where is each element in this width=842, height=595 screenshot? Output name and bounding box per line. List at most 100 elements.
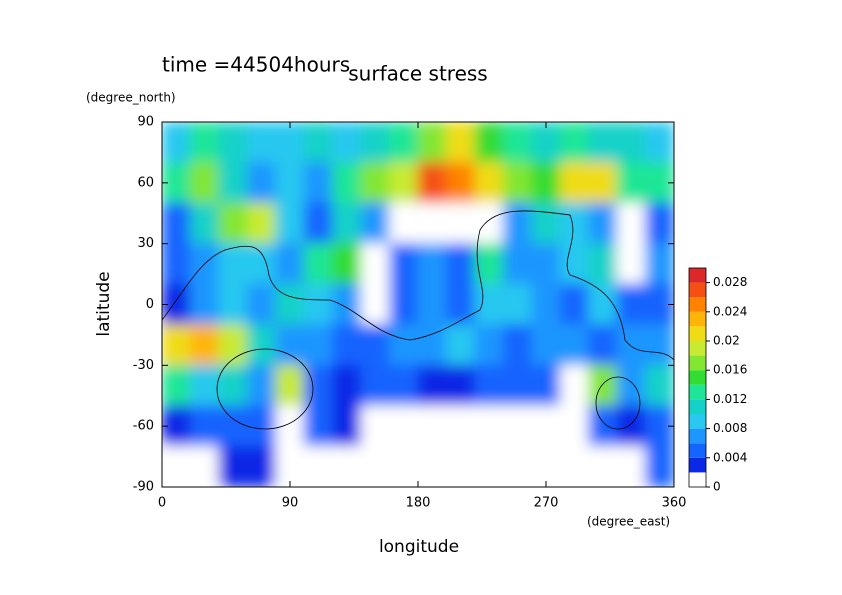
field-cell [275, 405, 305, 447]
colorbar-cell [689, 355, 706, 371]
field-cell [417, 202, 447, 245]
x-axis-label: longitude [379, 537, 459, 557]
field-cell [246, 122, 277, 164]
field-cell [332, 364, 362, 407]
field-cell [474, 243, 504, 285]
field-cell [303, 405, 334, 447]
field-cell [502, 283, 533, 326]
field-cell [474, 162, 504, 204]
field-cell [389, 162, 419, 204]
field-cell [445, 445, 476, 487]
colorbar-tick-label: 0.008 [713, 421, 747, 435]
field-cell [616, 122, 647, 164]
field-cell [162, 202, 191, 245]
colorbar-cell [689, 384, 706, 400]
field-cell [645, 202, 674, 245]
coastline [595, 376, 641, 430]
field-cell [588, 445, 618, 487]
field-cell [303, 324, 334, 366]
field-cell [531, 283, 561, 326]
y-axis-label: latitude [94, 271, 114, 336]
field-cell [360, 243, 391, 285]
field-cell [559, 202, 590, 245]
field-cell [502, 364, 533, 407]
y-tick-label: -60 [133, 419, 154, 434]
field-cell [588, 283, 618, 326]
field-cell [218, 445, 248, 487]
colorbar-tick-label: 0 [713, 480, 721, 494]
field-cell [189, 324, 220, 366]
y-tick-label: 90 [137, 115, 154, 130]
field-cell [474, 364, 504, 407]
field-cell [645, 324, 674, 366]
coastline [216, 348, 314, 430]
field-cell [360, 202, 391, 245]
colorbar-cell [689, 414, 706, 429]
colorbar-tick-label: 0.016 [713, 363, 747, 377]
colorbar-cell [689, 457, 706, 473]
field-cell [417, 243, 447, 285]
field-cell [218, 202, 248, 245]
field-cell [218, 405, 248, 447]
colorbar-cell [689, 472, 706, 487]
field-cell [531, 122, 561, 164]
x-tick-label: 0 [158, 496, 166, 511]
field-cell [332, 324, 362, 366]
field-cell [588, 122, 618, 164]
field-cell [474, 122, 504, 164]
x-tick-label: 90 [282, 496, 299, 511]
field-cell [445, 202, 476, 245]
colorbar-tick-label: 0.012 [713, 392, 747, 406]
field-cell [162, 243, 191, 285]
field-cell [645, 364, 674, 407]
field-cell [189, 405, 220, 447]
colorbar-cell [689, 282, 706, 298]
field-cell [275, 202, 305, 245]
field-cell [502, 122, 533, 164]
colorbar-tick-label: 0.004 [713, 450, 747, 464]
x-tick-label: 360 [662, 496, 687, 511]
field-cell [218, 243, 248, 285]
field-cell [474, 405, 504, 447]
field-cell [417, 445, 447, 487]
field-cell [616, 162, 647, 204]
field-cell [332, 405, 362, 447]
field-area [162, 122, 674, 487]
colorbar-cell [689, 311, 706, 327]
field-cell [445, 405, 476, 447]
field-cell [218, 283, 248, 326]
colorbar-cell [689, 326, 706, 341]
y-tick-label: -30 [133, 358, 154, 373]
field-cell [303, 243, 334, 285]
x-tick-label: 270 [534, 496, 559, 511]
field-cell [246, 202, 277, 245]
field-cell [218, 364, 248, 407]
field-cell [360, 445, 391, 487]
colorbar-cell [689, 268, 706, 283]
field-cell [445, 283, 476, 326]
field-cell [502, 243, 533, 285]
y-tick-label: 60 [137, 175, 154, 190]
field-cell [275, 162, 305, 204]
field-cell [531, 324, 561, 366]
field-cell [559, 324, 590, 366]
field-cell [616, 405, 647, 447]
field-cell [332, 122, 362, 164]
field-cell [332, 202, 362, 245]
field-cell [360, 324, 391, 366]
field-cell [616, 364, 647, 407]
field-cell [445, 243, 476, 285]
field-cell [531, 445, 561, 487]
field-cell [389, 364, 419, 407]
field-cell [588, 405, 618, 447]
field-cell [588, 202, 618, 245]
field-cell [218, 324, 248, 366]
field-cell [474, 445, 504, 487]
colorbar-cell [689, 443, 706, 458]
field-cell [303, 122, 334, 164]
field-cell [417, 283, 447, 326]
field-cell [417, 122, 447, 164]
field-cell [218, 162, 248, 204]
field-cell [645, 445, 674, 487]
field-cell [360, 162, 391, 204]
